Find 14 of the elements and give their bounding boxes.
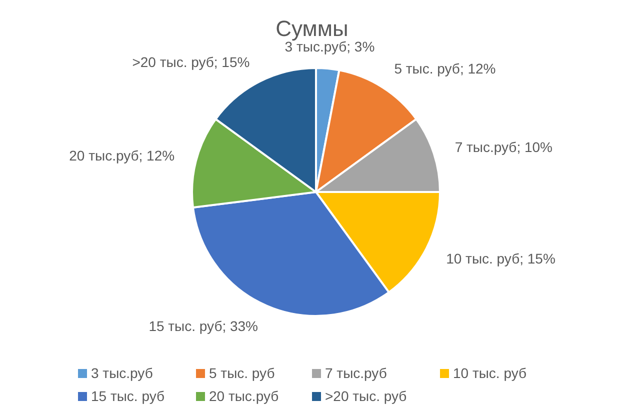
legend-label: 15 тыс. руб (91, 388, 165, 404)
legend-label: 20 тыс.руб (209, 388, 279, 404)
legend-label: >20 тыс. руб (325, 388, 407, 404)
legend-label: 5 тыс. руб (209, 365, 275, 381)
data-label: 20 тыс.руб; 12% (69, 148, 175, 164)
legend-label: 7 тыс.руб (325, 365, 387, 381)
data-label: 10 тыс. руб; 15% (446, 250, 556, 266)
legend-label: 10 тыс. руб (453, 365, 527, 381)
data-label: 5 тыс. руб; 12% (394, 60, 496, 77)
data-label: >20 тыс. руб; 15% (132, 54, 250, 70)
chart-title: Суммы (276, 16, 348, 41)
legend-label: 3 тыс.руб (91, 365, 153, 381)
data-label: 7 тыс.руб; 10% (454, 138, 553, 155)
data-label: 15 тыс. руб; 33% (148, 318, 258, 334)
